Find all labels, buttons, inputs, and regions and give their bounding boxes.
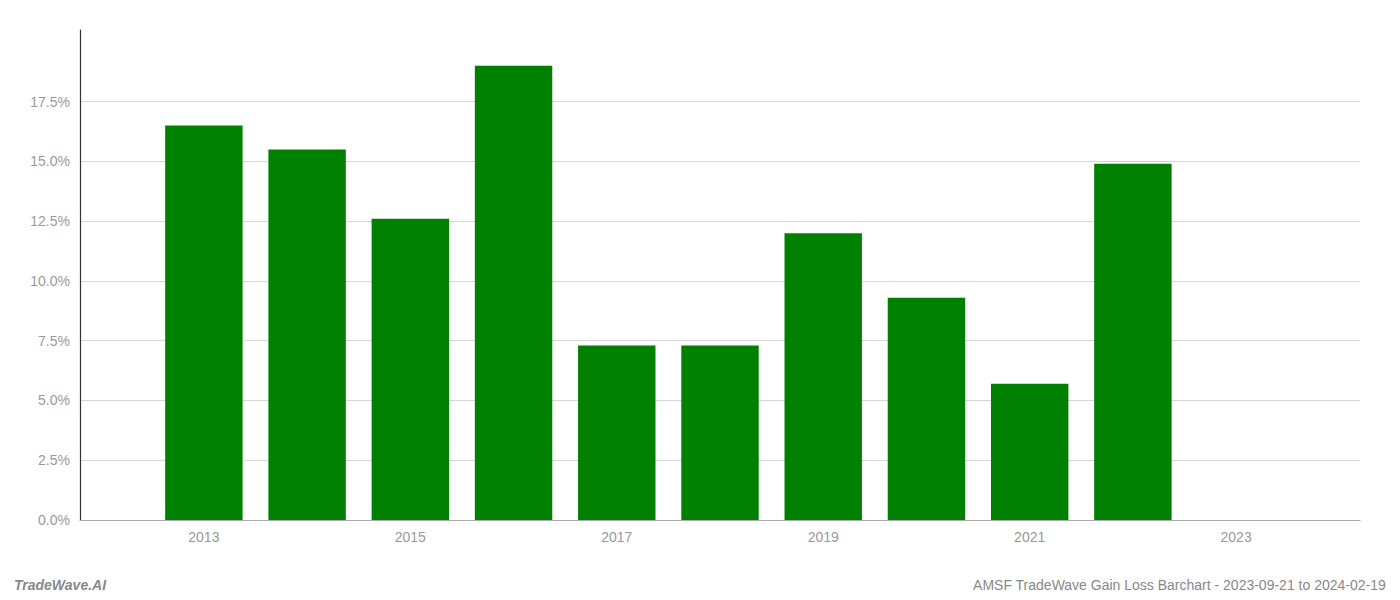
svg-text:TradeWave.AI: TradeWave.AI [14, 577, 107, 593]
svg-text:2017: 2017 [601, 529, 632, 545]
svg-text:2013: 2013 [188, 529, 219, 545]
svg-text:2021: 2021 [1014, 529, 1045, 545]
svg-text:17.5%: 17.5% [30, 94, 70, 110]
svg-text:2023: 2023 [1221, 529, 1252, 545]
svg-text:12.5%: 12.5% [30, 213, 70, 229]
svg-text:7.5%: 7.5% [38, 333, 70, 349]
svg-text:5.0%: 5.0% [38, 392, 70, 408]
svg-text:10.0%: 10.0% [30, 273, 70, 289]
svg-text:AMSF TradeWave Gain Loss Barch: AMSF TradeWave Gain Loss Barchart - 2023… [973, 577, 1386, 593]
svg-text:2015: 2015 [395, 529, 426, 545]
svg-text:2.5%: 2.5% [38, 452, 70, 468]
svg-text:2019: 2019 [808, 529, 839, 545]
svg-text:0.0%: 0.0% [38, 512, 70, 528]
svg-text:15.0%: 15.0% [30, 153, 70, 169]
